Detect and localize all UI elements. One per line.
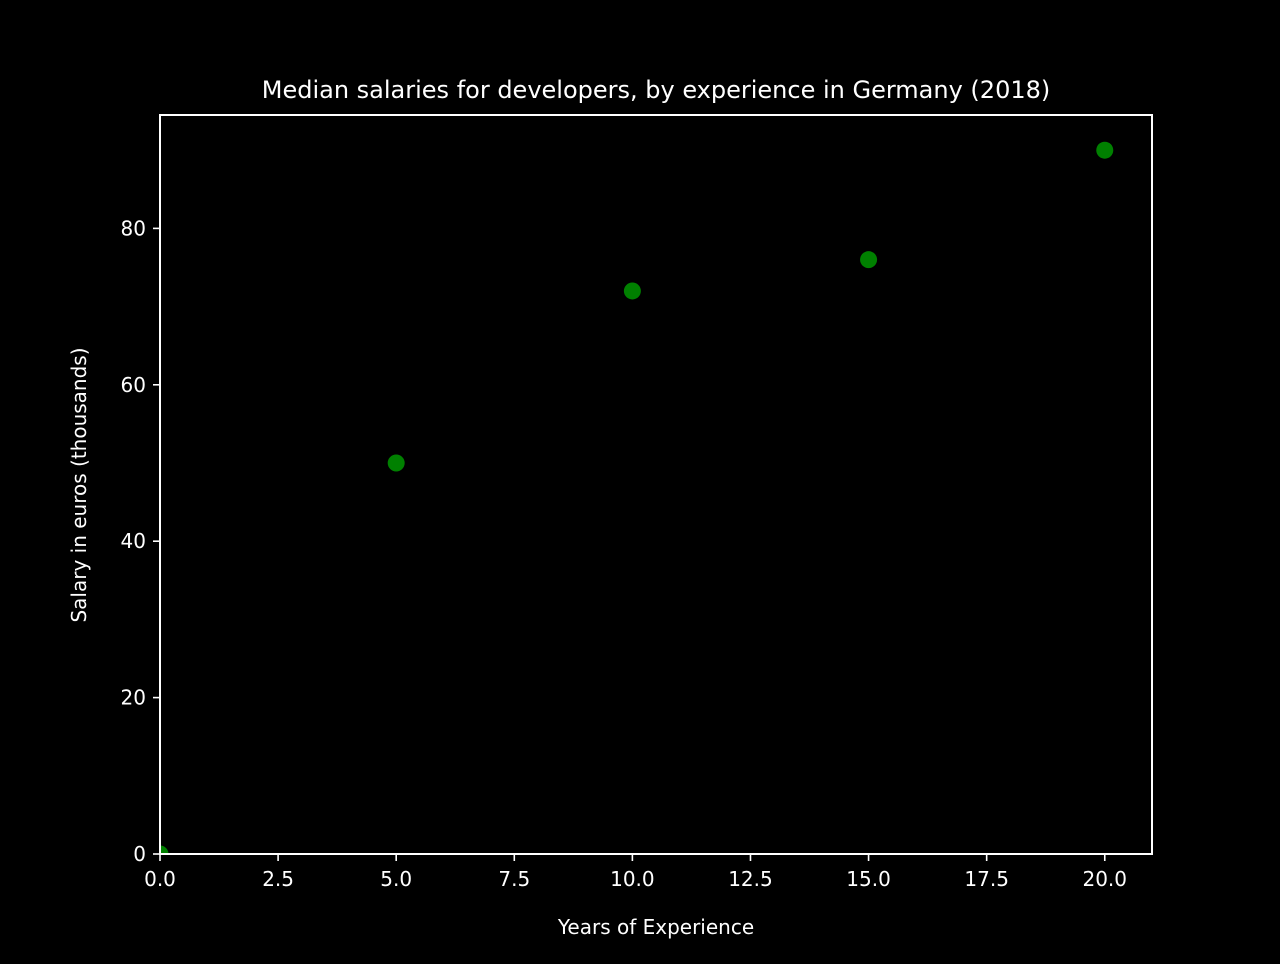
- x-tick-label: 0.0: [144, 867, 176, 891]
- y-tick-label: 80: [121, 216, 146, 240]
- data-point: [1096, 141, 1114, 159]
- points-layer: [160, 141, 1114, 854]
- y-tick-label: 0: [133, 842, 146, 866]
- x-tick-label: 15.0: [846, 867, 891, 891]
- x-tick-label: 17.5: [964, 867, 1009, 891]
- x-tick-label: 2.5: [262, 867, 294, 891]
- chart-title: Median salaries for developers, by exper…: [262, 76, 1050, 104]
- x-axis-label: Years of Experience: [557, 915, 754, 939]
- y-axis-label: Salary in euros (thousands): [67, 347, 91, 622]
- data-point: [860, 251, 878, 269]
- data-point: [160, 845, 169, 854]
- x-tick-label: 7.5: [498, 867, 530, 891]
- y-tick-label: 60: [121, 373, 146, 397]
- x-tick-label: 20.0: [1082, 867, 1127, 891]
- x-tick-label: 10.0: [610, 867, 655, 891]
- x-tick-label: 12.5: [728, 867, 773, 891]
- y-tick-label: 40: [121, 529, 146, 553]
- x-axis-ticks: 0.0 2.5 5.0 7.5 10.0 12.5 15.0 17.5 20.0: [144, 854, 1127, 891]
- data-point: [387, 454, 405, 472]
- x-tick-label: 5.0: [380, 867, 412, 891]
- plot-frame: [159, 114, 1153, 855]
- y-tick-label: 20: [121, 686, 146, 710]
- y-axis-ticks: 0 20 40 60 80: [121, 216, 160, 866]
- data-point: [623, 282, 641, 300]
